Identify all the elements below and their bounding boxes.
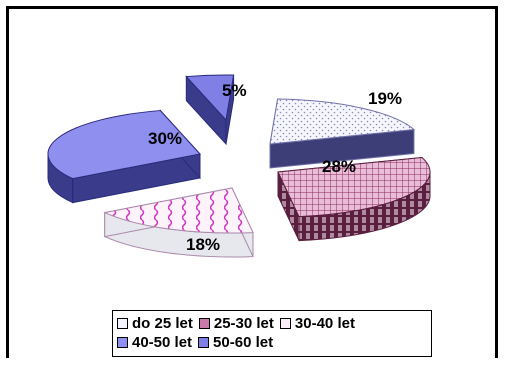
- pie-slice-top: [269, 98, 416, 145]
- legend-swatch: [117, 318, 128, 329]
- data-label: 28%: [322, 157, 356, 176]
- legend-label: 25-30 let: [213, 315, 274, 332]
- pie-slice-top: [185, 74, 235, 122]
- legend-row-1: do 25 let 25-30 let 30-40 let: [117, 314, 427, 333]
- legend: do 25 let 25-30 let 30-40 let 40-50 let 50-…: [112, 310, 432, 357]
- pie-slice-top: [103, 187, 254, 234]
- data-label: 5%: [222, 81, 247, 100]
- pie-slice-top: [47, 110, 201, 180]
- data-label: 30%: [148, 129, 182, 148]
- legend-item: 25-30 let: [198, 314, 274, 333]
- legend-label: 40-50 let: [132, 334, 193, 351]
- legend-swatch: [198, 337, 210, 348]
- legend-swatch: [198, 318, 210, 329]
- legend-item: 30-40 let: [279, 314, 355, 333]
- legend-item: 50-60 let: [198, 333, 273, 352]
- data-label: 18%: [186, 235, 220, 254]
- pie-slice-top: [277, 157, 431, 218]
- legend-swatch: [279, 318, 291, 329]
- data-label: 19%: [368, 89, 402, 108]
- pie-slice-30-40-let: [103, 187, 254, 258]
- legend-label: 50-60 let: [213, 334, 274, 351]
- legend-swatch: [117, 337, 128, 348]
- legend-row-2: 40-50 let 50-60 let: [117, 333, 427, 352]
- legend-label: 30-40 let: [294, 315, 355, 332]
- pie-slice-do-25-let: [269, 98, 416, 169]
- pie-slice-25-30-let: [277, 156, 431, 242]
- pie-slice-50-60-let: [185, 74, 235, 146]
- legend-item: 40-50 let: [117, 333, 192, 352]
- legend-label: do 25 let: [132, 315, 193, 332]
- legend-item: do 25 let: [117, 314, 193, 333]
- pie-slice-40-50-let: [47, 109, 201, 204]
